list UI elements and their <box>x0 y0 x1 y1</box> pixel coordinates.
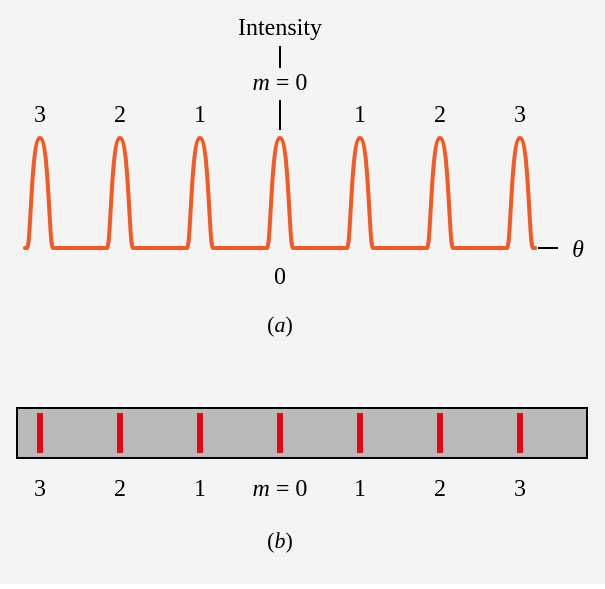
order-label-a: 3 <box>34 102 46 128</box>
intensity-label: Intensity <box>238 15 322 41</box>
pattern-strip <box>17 408 587 458</box>
zero-label: 0 <box>274 264 286 290</box>
order-label-b: 3 <box>514 476 526 502</box>
figure-svg: 3 2 1 1 2 3 Intensity m = 0 0 θ (a) 3 2 1 m = 0 1 2 3 (b) <box>0 0 605 584</box>
order-label-b: 1 <box>194 476 206 502</box>
order-label-a: 3 <box>514 102 526 128</box>
order-label-b: 2 <box>434 476 446 502</box>
order-label-a: 2 <box>114 102 126 128</box>
order-label-b: 2 <box>114 476 126 502</box>
subfigure-label-a: (a) <box>267 312 293 337</box>
figure-container: 3 2 1 1 2 3 Intensity m = 0 0 θ (a) 3 2 1 m = 0 1 2 3 (b) <box>0 0 605 584</box>
order-label-a: 1 <box>354 102 366 128</box>
subfigure-label-b: (b) <box>267 528 293 553</box>
order-label-b: 1 <box>354 476 366 502</box>
m-equals-zero-b: m = 0 <box>253 476 308 502</box>
intensity-curve <box>25 138 535 248</box>
theta-label: θ <box>572 237 584 263</box>
order-label-a: 1 <box>194 102 206 128</box>
order-label-a: 2 <box>434 102 446 128</box>
order-label-b: 3 <box>34 476 46 502</box>
m-equals-zero-a: m = 0 <box>253 70 308 96</box>
